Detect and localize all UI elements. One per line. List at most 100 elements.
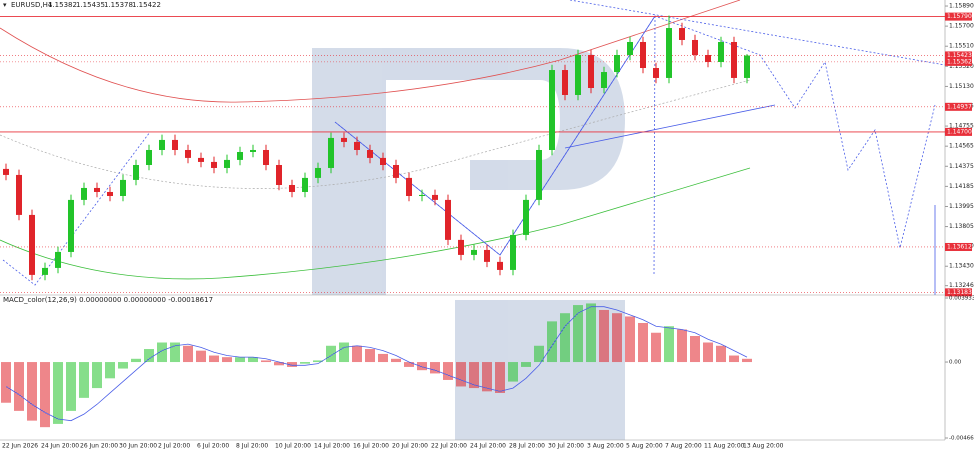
macd-signal (5, 306, 748, 422)
symbol: EURUSD,H4 (11, 1, 53, 9)
x-tick-label: 28 Jul 20:00 (509, 443, 545, 450)
y-tick-label: 1.14375 (949, 163, 974, 170)
candle-body (94, 187, 100, 192)
x-tick-label: 5 Aug 20:00 (626, 443, 663, 450)
candle-body (549, 70, 555, 150)
candle-body (484, 249, 490, 262)
candle-body (42, 267, 48, 275)
candle-body (341, 137, 347, 142)
y-tick-label: 1.13430 (949, 263, 974, 270)
candle-body (289, 184, 295, 192)
macd-label: MACD_color(12,26,9) 0.00000000 0.0000000… (3, 296, 213, 304)
y-tick-label: 1.15510 (949, 43, 974, 50)
candle-body (497, 261, 503, 270)
y-tick-label: 1.15890 (949, 3, 974, 10)
candle-body (523, 199, 529, 235)
candle-body (601, 72, 607, 89)
candle-body (302, 177, 308, 192)
price-level-label: 1.15790 (947, 13, 972, 20)
menu-arrow[interactable]: ▾ (3, 1, 7, 9)
x-tick-label: 20 Jul 20:00 (392, 443, 428, 450)
candle-body (16, 174, 22, 215)
candle-body (81, 187, 87, 200)
candle-body (640, 41, 646, 69)
candle-body (107, 191, 113, 196)
candle-body (3, 168, 9, 175)
price-level-label: 1.13612 (947, 243, 972, 250)
quote-close: 1.15422 (132, 1, 161, 9)
x-tick-label: 16 Jul 20:00 (353, 443, 389, 450)
candle-body (224, 159, 230, 168)
candle-body (510, 234, 516, 270)
candle-body (705, 55, 711, 62)
candle-body (159, 139, 165, 150)
candle-body (419, 194, 425, 196)
price-level-tag (945, 57, 972, 66)
candle-body (393, 165, 399, 178)
candle-body (718, 41, 724, 62)
candle-body (679, 28, 685, 40)
y-tick-label: 1.13246 (949, 282, 974, 289)
x-tick-label: 14 Jul 20:00 (314, 443, 350, 450)
x-tick-label: 24 Jun 20:00 (41, 443, 79, 450)
x-tick-label: 6 Jul 20:00 (197, 443, 229, 450)
y-tick-label: 1.14185 (949, 183, 974, 190)
moving-average-slow (0, 0, 741, 103)
price-level-label: 1.13183 (947, 289, 972, 296)
x-tick-label: 10 Jul 20:00 (275, 443, 311, 450)
candle-body (367, 149, 373, 158)
x-tick-label: 22 Jun 2026 (2, 443, 38, 450)
x-tick-label: 22 Jul 20:00 (431, 443, 467, 450)
x-tick-label: 2 Jul 20:00 (158, 443, 190, 450)
candle-body (29, 214, 35, 275)
y-tick-label: 1.15320 (949, 63, 974, 70)
y-tick-label: 1.15130 (949, 83, 974, 90)
price-level-tag (945, 51, 972, 60)
candle-body (432, 194, 438, 200)
candle-body (627, 41, 633, 56)
y-tick-label: 1.14565 (949, 143, 974, 150)
candle-body (445, 199, 451, 240)
macd-tick-label: 0.00 (949, 360, 962, 366)
candle-body (328, 137, 334, 168)
quote-high: 1.15435 (76, 1, 105, 9)
price-level-tag (945, 242, 972, 251)
x-tick-label: 7 Aug 20:00 (665, 443, 702, 450)
x-tick-label: 30 Jul 20:00 (548, 443, 584, 450)
candle-body (458, 239, 464, 255)
candle-body (211, 161, 217, 168)
candle-body (692, 39, 698, 56)
quote-low: 1.15378 (104, 1, 133, 9)
candle-body (237, 151, 243, 160)
candle-body (133, 165, 139, 180)
price-level-label: 1.15362 (947, 58, 972, 65)
y-tick-label: 1.13995 (949, 203, 974, 210)
price-level-label: 1.15423 (947, 52, 972, 59)
x-tick-label: 8 Jul 20:00 (236, 443, 268, 450)
y-tick-label: 1.14755 (949, 123, 974, 130)
candle-body (250, 149, 256, 152)
moving-average-mid (0, 79, 751, 189)
price-level-label: 1.14700 (947, 128, 972, 135)
candle-body (744, 55, 750, 78)
candle-body (562, 70, 568, 95)
candle-body (731, 41, 737, 78)
y-tick-label: 1.15700 (949, 23, 974, 30)
price-level-label: 1.14937 (947, 103, 972, 110)
price-level-tag (945, 127, 972, 136)
moving-average-fast (0, 167, 751, 280)
candle-body (588, 55, 594, 89)
x-tick-label: 13 Aug 20:00 (743, 443, 784, 450)
x-tick-label: 11 Aug 20:00 (704, 443, 745, 450)
candle-body (55, 251, 61, 268)
price-level-tag (945, 12, 972, 21)
candle-body (146, 149, 152, 166)
candle-body (68, 199, 74, 252)
candle-body (198, 157, 204, 162)
candle-body (185, 149, 191, 158)
forecast-lines (2, 0, 946, 295)
candle-body (575, 55, 581, 95)
candle-body (263, 149, 269, 166)
candle-body (653, 68, 659, 78)
